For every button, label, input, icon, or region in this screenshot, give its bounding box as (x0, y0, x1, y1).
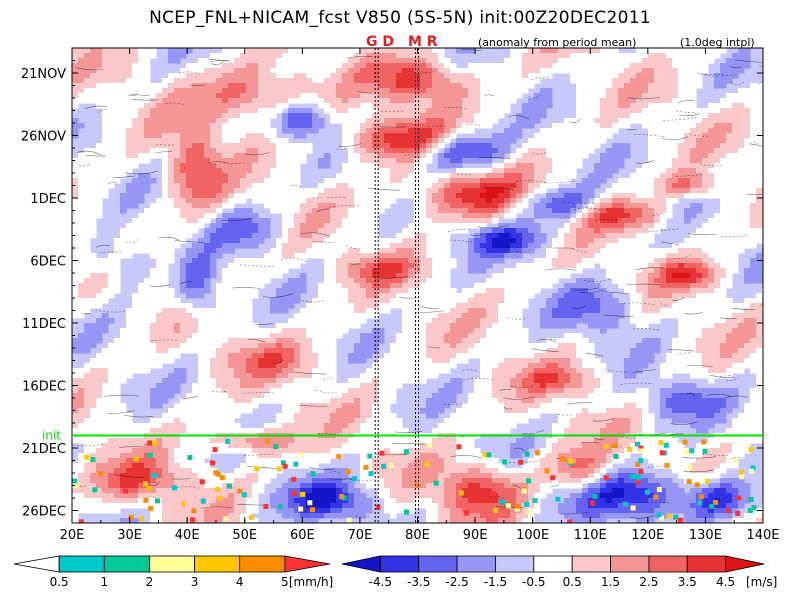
init-line-group: init (42, 429, 763, 443)
rain-colorbar-swatch (284, 555, 331, 573)
y-axis: 21NOV 26NOV 1DEC 6DEC 11DEC 16DEC 21DEC 26DEC (21, 47, 763, 524)
rain-colorbar-label: 1 (100, 575, 108, 589)
x-tick-label: 40E (175, 528, 200, 543)
wind-colorbar-swatch (725, 555, 765, 573)
wind-colorbar-label: 4.5 (716, 575, 735, 589)
wind-colorbar-label: 1.5 (601, 575, 620, 589)
marker-gd-label: G D (366, 34, 394, 50)
wind-colorbar-swatch (571, 555, 611, 573)
wind-colorbar-swatch (418, 555, 458, 573)
x-tick-label: 70E (348, 528, 373, 543)
y-tick-label: 16DEC (22, 380, 66, 395)
rain-colorbar-label: 2 (146, 575, 154, 589)
wind-colorbar-label: -4.5 (369, 575, 392, 589)
y-tick-label: 1DEC (30, 192, 66, 207)
y-tick-label: 11DEC (22, 317, 66, 332)
rain-colorbar-label: 5 (281, 575, 289, 589)
y-tick-label: 21DEC (22, 442, 66, 457)
x-tick-label: 50E (232, 528, 257, 543)
chart-title: NCEP_FNL+NICAM_fcst V850 (5S-5N) init:00… (149, 8, 651, 28)
rain-colorbar-swatch (103, 555, 150, 573)
wind-colorbar-swatch (379, 555, 420, 573)
x-tick-label: 100E (516, 528, 549, 543)
rain-colorbar-label: 3 (191, 575, 199, 589)
y-tick-label: 26NOV (21, 130, 66, 145)
interp-note: (1.0deg intpl) (680, 36, 755, 49)
y-tick-label: 21NOV (21, 67, 66, 82)
x-tick-label: 80E (405, 528, 430, 543)
init-label: init (42, 429, 61, 443)
rain-colorbar-swatch (13, 555, 60, 573)
rain-colorbar-label: 0.5 (50, 575, 69, 589)
anomaly-field (72, 48, 763, 523)
x-tick-label: 140E (746, 528, 779, 543)
x-tick-label: 120E (631, 528, 664, 543)
x-tick-label: 60E (290, 528, 315, 543)
rain-colorbar: 0.5 1 2 3 4 5 [mm/h] (13, 555, 333, 589)
anomaly-note: (anomaly from period mean) (478, 36, 637, 49)
rain-colorbar-label: 4 (236, 575, 244, 589)
rain-colorbar-swatch (239, 555, 286, 573)
wind-colorbar-label: -1.5 (484, 575, 507, 589)
wind-colorbar: -4.5 -3.5 -2.5 -1.5 -0.5 0.5 1.5 2.5 3.5 4.5 [m/s] (341, 555, 777, 589)
wind-colorbar-swatch (456, 555, 496, 573)
rain-field (72, 438, 757, 523)
contour-lines (72, 48, 763, 519)
x-tick-label: 20E (60, 528, 85, 543)
marker-mr-label: M R (408, 34, 438, 50)
wind-colorbar-label: 3.5 (678, 575, 697, 589)
rain-colorbar-unit: [mm/h] (289, 575, 333, 589)
wind-colorbar-swatch (341, 555, 381, 573)
wind-colorbar-swatch (533, 555, 573, 573)
x-tick-label: 30E (117, 528, 142, 543)
wind-colorbar-swatch (648, 555, 688, 573)
wind-colorbar-unit: [m/s] (746, 575, 777, 589)
wind-colorbar-label: -0.5 (522, 575, 545, 589)
y-tick-label: 6DEC (30, 255, 66, 270)
x-tick-label: 90E (463, 528, 488, 543)
wind-colorbar-label: -3.5 (407, 575, 430, 589)
wind-colorbar-swatch (686, 555, 727, 573)
rain-colorbar-swatch (58, 555, 105, 573)
wind-colorbar-label: 2.5 (639, 575, 658, 589)
rain-colorbar-swatch (194, 555, 241, 573)
wind-colorbar-swatch (495, 555, 535, 573)
x-tick-label: 110E (574, 528, 607, 543)
y-tick-label: 26DEC (22, 505, 66, 520)
rain-colorbar-swatch (149, 555, 195, 573)
x-axis: 20E 30E 40E 50E 60E 70E 80E 90E 100E 110E 120E 130E… (60, 48, 780, 543)
wind-colorbar-swatch (610, 555, 650, 573)
wind-colorbar-label: -2.5 (445, 575, 468, 589)
x-tick-label: 130E (689, 528, 722, 543)
wind-colorbar-label: 0.5 (563, 575, 582, 589)
reference-lines (374, 48, 419, 523)
